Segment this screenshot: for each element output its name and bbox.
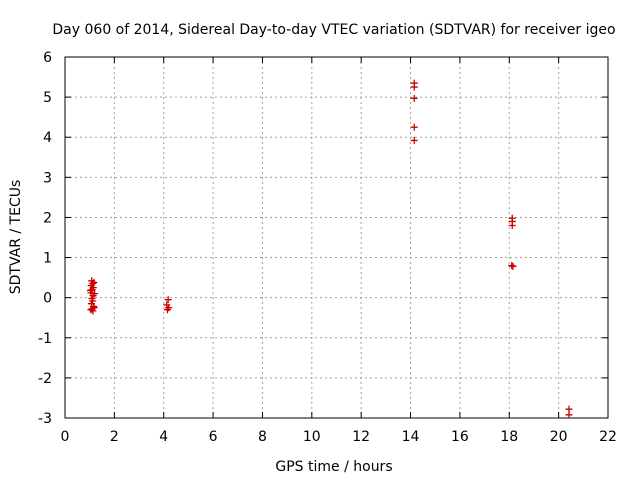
data-point <box>163 306 171 314</box>
data-point <box>91 290 99 298</box>
y-tick-label: -2 <box>38 371 52 387</box>
y-tick-label: 4 <box>43 130 52 146</box>
y-tick-label: 5 <box>43 90 52 106</box>
tick-marks <box>64 56 609 419</box>
y-tick-label: 1 <box>43 251 52 267</box>
y-tick-label: 0 <box>43 291 52 307</box>
x-tick-label: 2 <box>110 429 119 445</box>
y-tick-label: 2 <box>43 210 52 226</box>
data-point <box>509 262 517 270</box>
x-tick-label: 12 <box>352 429 370 445</box>
x-tick-label: 0 <box>61 429 70 445</box>
data-point <box>565 411 573 419</box>
y-tick-label: -1 <box>38 331 52 347</box>
data-point <box>508 262 516 270</box>
x-tick-label: 10 <box>303 429 321 445</box>
x-tick-label: 14 <box>402 429 420 445</box>
data-points <box>86 79 573 419</box>
x-tick-label: 20 <box>550 429 568 445</box>
x-tick-label: 18 <box>500 429 518 445</box>
x-tick-label: 16 <box>451 429 469 445</box>
data-point <box>410 123 418 131</box>
y-tick-label: 3 <box>43 170 52 186</box>
plot-frame <box>64 56 609 419</box>
x-tick-label: 6 <box>209 429 218 445</box>
y-tick-label: -3 <box>38 411 52 427</box>
y-tick-label: 6 <box>43 50 52 66</box>
x-tick-label: 22 <box>599 429 617 445</box>
data-point <box>90 278 98 286</box>
x-axis-label: GPS time / hours <box>275 459 392 475</box>
chart-title: Day 060 of 2014, Sidereal Day-to-day VTE… <box>52 22 615 38</box>
data-point <box>410 136 418 144</box>
data-point <box>410 83 418 91</box>
x-tick-label: 4 <box>159 429 168 445</box>
data-point <box>508 221 516 229</box>
data-point <box>89 307 97 315</box>
data-point <box>90 304 98 312</box>
data-point <box>164 296 172 304</box>
y-axis-label: SDTVAR / TECUs <box>8 180 24 295</box>
x-tick-label: 8 <box>258 429 267 445</box>
data-point <box>86 286 94 294</box>
data-point <box>410 94 418 102</box>
grid-lines <box>65 57 608 418</box>
